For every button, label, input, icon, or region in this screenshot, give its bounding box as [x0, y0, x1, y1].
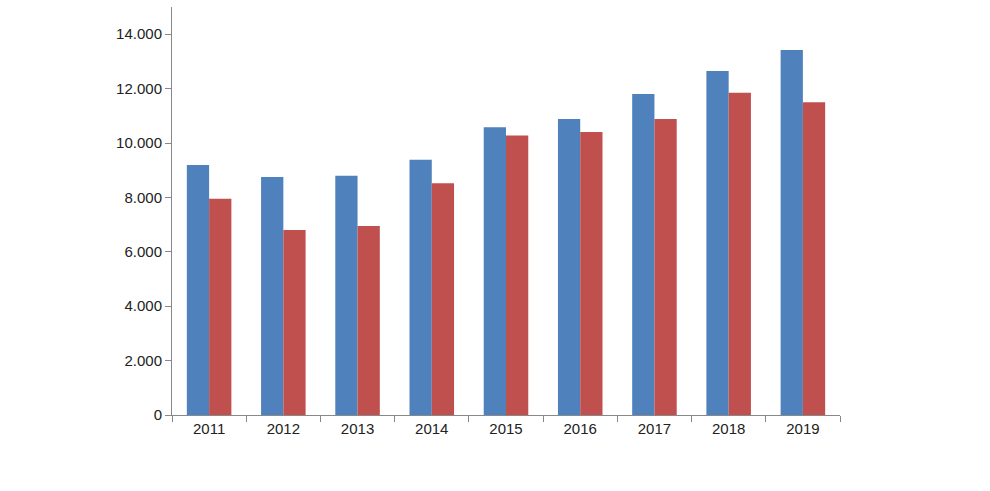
svg-text:2.000: 2.000 — [124, 352, 162, 369]
svg-text:10.000: 10.000 — [116, 134, 162, 151]
svg-text:14.000: 14.000 — [116, 25, 162, 42]
svg-text:8.000: 8.000 — [124, 189, 162, 206]
svg-text:4.000: 4.000 — [124, 297, 162, 314]
svg-text:2013: 2013 — [341, 420, 374, 437]
svg-text:2017: 2017 — [638, 420, 671, 437]
svg-text:2011: 2011 — [193, 420, 225, 437]
svg-text:2015: 2015 — [489, 420, 522, 437]
svg-text:2019: 2019 — [786, 420, 819, 437]
svg-text:12.000: 12.000 — [116, 80, 162, 97]
svg-text:0: 0 — [154, 406, 162, 423]
svg-text:6.000: 6.000 — [124, 243, 162, 260]
svg-text:2014: 2014 — [415, 420, 448, 437]
svg-text:2018: 2018 — [712, 420, 745, 437]
svg-text:2012: 2012 — [267, 420, 300, 437]
svg-text:2016: 2016 — [564, 420, 597, 437]
